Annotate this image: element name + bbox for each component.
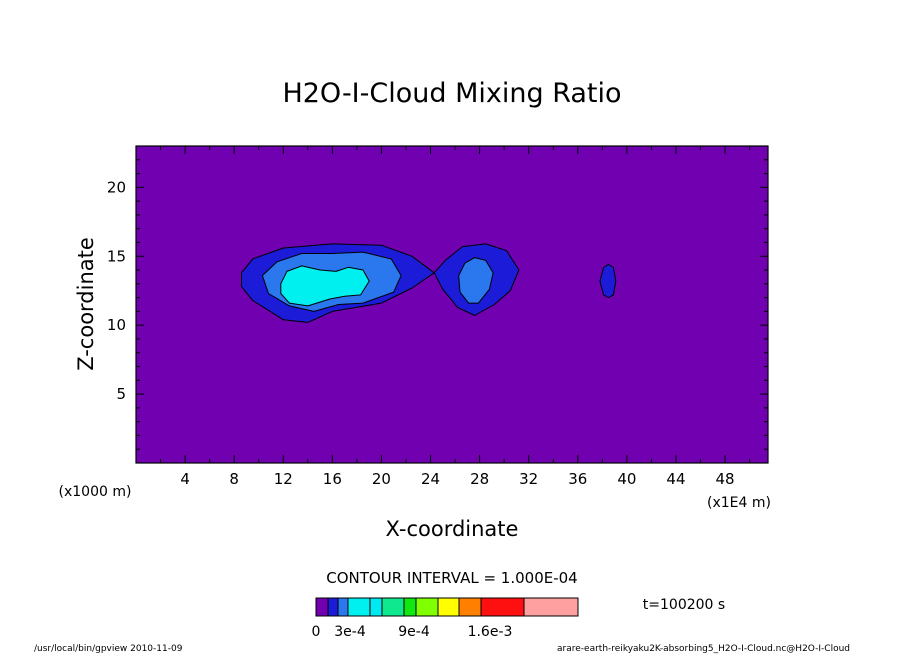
colorbar-swatch — [403, 597, 417, 617]
colorbar-swatch — [480, 597, 525, 617]
x-tick-label: 40 — [617, 470, 636, 488]
chart-title: H2O-I-Cloud Mixing Ratio — [282, 78, 621, 109]
x-axis-label: X-coordinate — [386, 517, 519, 541]
colorbar-swatch — [458, 597, 482, 617]
y-tick-label: 15 — [107, 247, 126, 265]
x-tick-label: 12 — [274, 470, 293, 488]
colorbar-labels: 0 3e-4 9e-4 1.6e-3 — [312, 624, 513, 640]
x-tick-label: 44 — [666, 470, 685, 488]
colorbar-swatch — [523, 597, 579, 617]
colorbar-swatch — [327, 597, 339, 617]
x-tick-label: 32 — [519, 470, 538, 488]
colorbar-swatch — [437, 597, 460, 617]
x-tick-label: 16 — [323, 470, 342, 488]
colorbar-swatch — [315, 597, 329, 617]
x-unit-right: (x1E4 m) — [707, 495, 771, 511]
colorbar — [315, 597, 579, 617]
contour-region-level-1 — [599, 264, 617, 299]
plot-background — [136, 146, 768, 463]
colorbar-swatch — [381, 597, 405, 617]
contour-interval-label: CONTOUR INTERVAL = 1.000E-04 — [326, 569, 577, 587]
colorbar-swatch — [369, 597, 383, 617]
footer-right: arare-earth-reikyaku2K-absorbing5_H2O-I-… — [557, 644, 850, 654]
plot-frame — [135, 145, 769, 464]
colorbar-swatch — [415, 597, 439, 617]
colorbar-tick-label: 1.6e-3 — [468, 624, 513, 640]
colorbar-tick-label: 0 — [312, 624, 321, 640]
y-axis-label: Z-coordinate — [74, 237, 98, 371]
colorbar-tick-label: 3e-4 — [334, 624, 366, 640]
colorbar-swatch — [337, 597, 349, 617]
x-tick-label: 20 — [372, 470, 391, 488]
y-tick-label: 10 — [107, 316, 126, 334]
y-tick-label: 20 — [107, 178, 126, 196]
x-tick-label: 36 — [568, 470, 587, 488]
x-tick-label: 24 — [421, 470, 440, 488]
contour-region-level-2 — [458, 257, 494, 304]
time-label: t=100200 s — [643, 597, 725, 613]
colorbar-swatch — [347, 597, 371, 617]
x-unit-left: (x1000 m) — [59, 484, 132, 500]
colorbar-tick-label: 9e-4 — [398, 624, 430, 640]
x-tick-label: 8 — [229, 470, 239, 488]
contour-regions — [241, 243, 617, 323]
x-tick-label: 4 — [180, 470, 190, 488]
contour-region-level-3 — [280, 265, 370, 307]
x-tick-label: 28 — [470, 470, 489, 488]
y-tick-label: 5 — [116, 385, 126, 403]
x-tick-label: 48 — [716, 470, 735, 488]
footer-left: /usr/local/bin/gpview 2010-11-09 — [34, 644, 183, 654]
